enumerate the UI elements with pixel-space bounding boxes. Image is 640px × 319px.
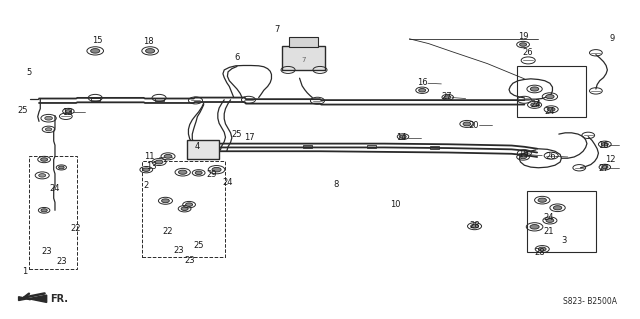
Text: 7: 7 (274, 25, 279, 34)
Text: 5: 5 (27, 68, 32, 77)
Text: 15: 15 (93, 36, 103, 45)
Text: 13: 13 (63, 108, 73, 117)
Text: 23: 23 (173, 247, 184, 256)
Circle shape (602, 143, 609, 146)
Circle shape (445, 96, 451, 99)
Text: 25: 25 (17, 106, 28, 115)
Text: 10: 10 (390, 200, 401, 209)
Text: S823- B2500A: S823- B2500A (563, 297, 617, 306)
Text: 9: 9 (610, 34, 615, 43)
Text: 24: 24 (222, 178, 233, 187)
Text: 7: 7 (301, 57, 306, 63)
Text: 26: 26 (546, 152, 557, 161)
Circle shape (520, 155, 527, 159)
Circle shape (164, 154, 172, 158)
Circle shape (554, 206, 562, 210)
Bar (303, 145, 312, 148)
Text: FR.: FR. (51, 293, 68, 304)
Circle shape (161, 199, 170, 203)
Text: 17: 17 (244, 133, 255, 142)
Text: 11: 11 (143, 152, 154, 161)
Circle shape (38, 174, 45, 177)
Bar (431, 146, 440, 149)
Circle shape (546, 219, 554, 222)
Text: 21: 21 (543, 227, 554, 236)
Text: 26: 26 (523, 48, 534, 57)
Circle shape (65, 110, 72, 113)
Bar (289, 37, 318, 47)
Text: 24: 24 (543, 213, 554, 222)
Circle shape (40, 158, 47, 161)
Bar (282, 46, 325, 70)
Text: 23: 23 (42, 247, 52, 256)
Circle shape (530, 225, 539, 229)
Bar (91, 98, 100, 101)
Text: 18: 18 (143, 38, 154, 47)
Circle shape (45, 116, 52, 120)
Bar (367, 145, 376, 148)
Circle shape (212, 167, 221, 172)
Text: 16: 16 (417, 78, 428, 87)
Text: 1: 1 (22, 267, 28, 276)
Text: 27: 27 (441, 92, 452, 101)
Bar (143, 161, 225, 257)
Text: 16: 16 (598, 141, 609, 150)
Text: 22: 22 (163, 227, 173, 236)
Text: 13: 13 (146, 162, 157, 171)
Bar (29, 156, 77, 269)
Circle shape (186, 203, 193, 206)
Circle shape (181, 207, 188, 211)
Bar (527, 191, 596, 252)
Text: 19: 19 (518, 32, 529, 41)
Circle shape (145, 48, 155, 53)
Text: 12: 12 (605, 155, 615, 164)
Circle shape (531, 87, 539, 91)
Text: 3: 3 (534, 100, 540, 108)
Circle shape (538, 198, 547, 202)
Circle shape (58, 166, 64, 169)
Circle shape (41, 209, 47, 212)
Text: 20: 20 (468, 121, 479, 130)
Circle shape (195, 171, 202, 174)
Bar (155, 98, 164, 101)
Text: 29: 29 (206, 170, 217, 179)
Circle shape (520, 43, 527, 46)
Text: 25: 25 (193, 241, 204, 250)
Circle shape (419, 88, 426, 92)
Circle shape (179, 170, 187, 174)
Text: 24: 24 (531, 100, 541, 109)
Circle shape (547, 108, 555, 111)
Text: 22: 22 (71, 224, 81, 233)
Text: 2: 2 (143, 181, 149, 190)
Text: 8: 8 (333, 181, 339, 189)
Text: 23: 23 (57, 257, 67, 266)
Text: 24: 24 (50, 184, 60, 193)
Circle shape (531, 103, 538, 107)
Text: 28: 28 (534, 248, 545, 257)
Text: 28: 28 (469, 221, 480, 230)
Circle shape (470, 224, 479, 228)
Text: 24: 24 (545, 108, 555, 116)
Circle shape (143, 168, 150, 171)
Bar (516, 66, 586, 117)
Text: 23: 23 (184, 256, 195, 265)
Text: 6: 6 (234, 53, 239, 62)
Text: 3: 3 (561, 236, 566, 245)
Text: 25: 25 (232, 130, 242, 139)
Circle shape (156, 160, 163, 164)
Text: 14: 14 (397, 133, 407, 142)
Circle shape (400, 135, 406, 138)
Text: 19: 19 (518, 150, 529, 159)
Circle shape (463, 122, 471, 126)
Circle shape (45, 128, 52, 131)
Polygon shape (19, 295, 47, 302)
Circle shape (91, 48, 100, 53)
Text: 27: 27 (598, 164, 609, 173)
Circle shape (546, 94, 554, 99)
Circle shape (538, 247, 546, 251)
Text: 4: 4 (195, 142, 200, 151)
Bar (187, 140, 219, 159)
Circle shape (602, 166, 608, 169)
